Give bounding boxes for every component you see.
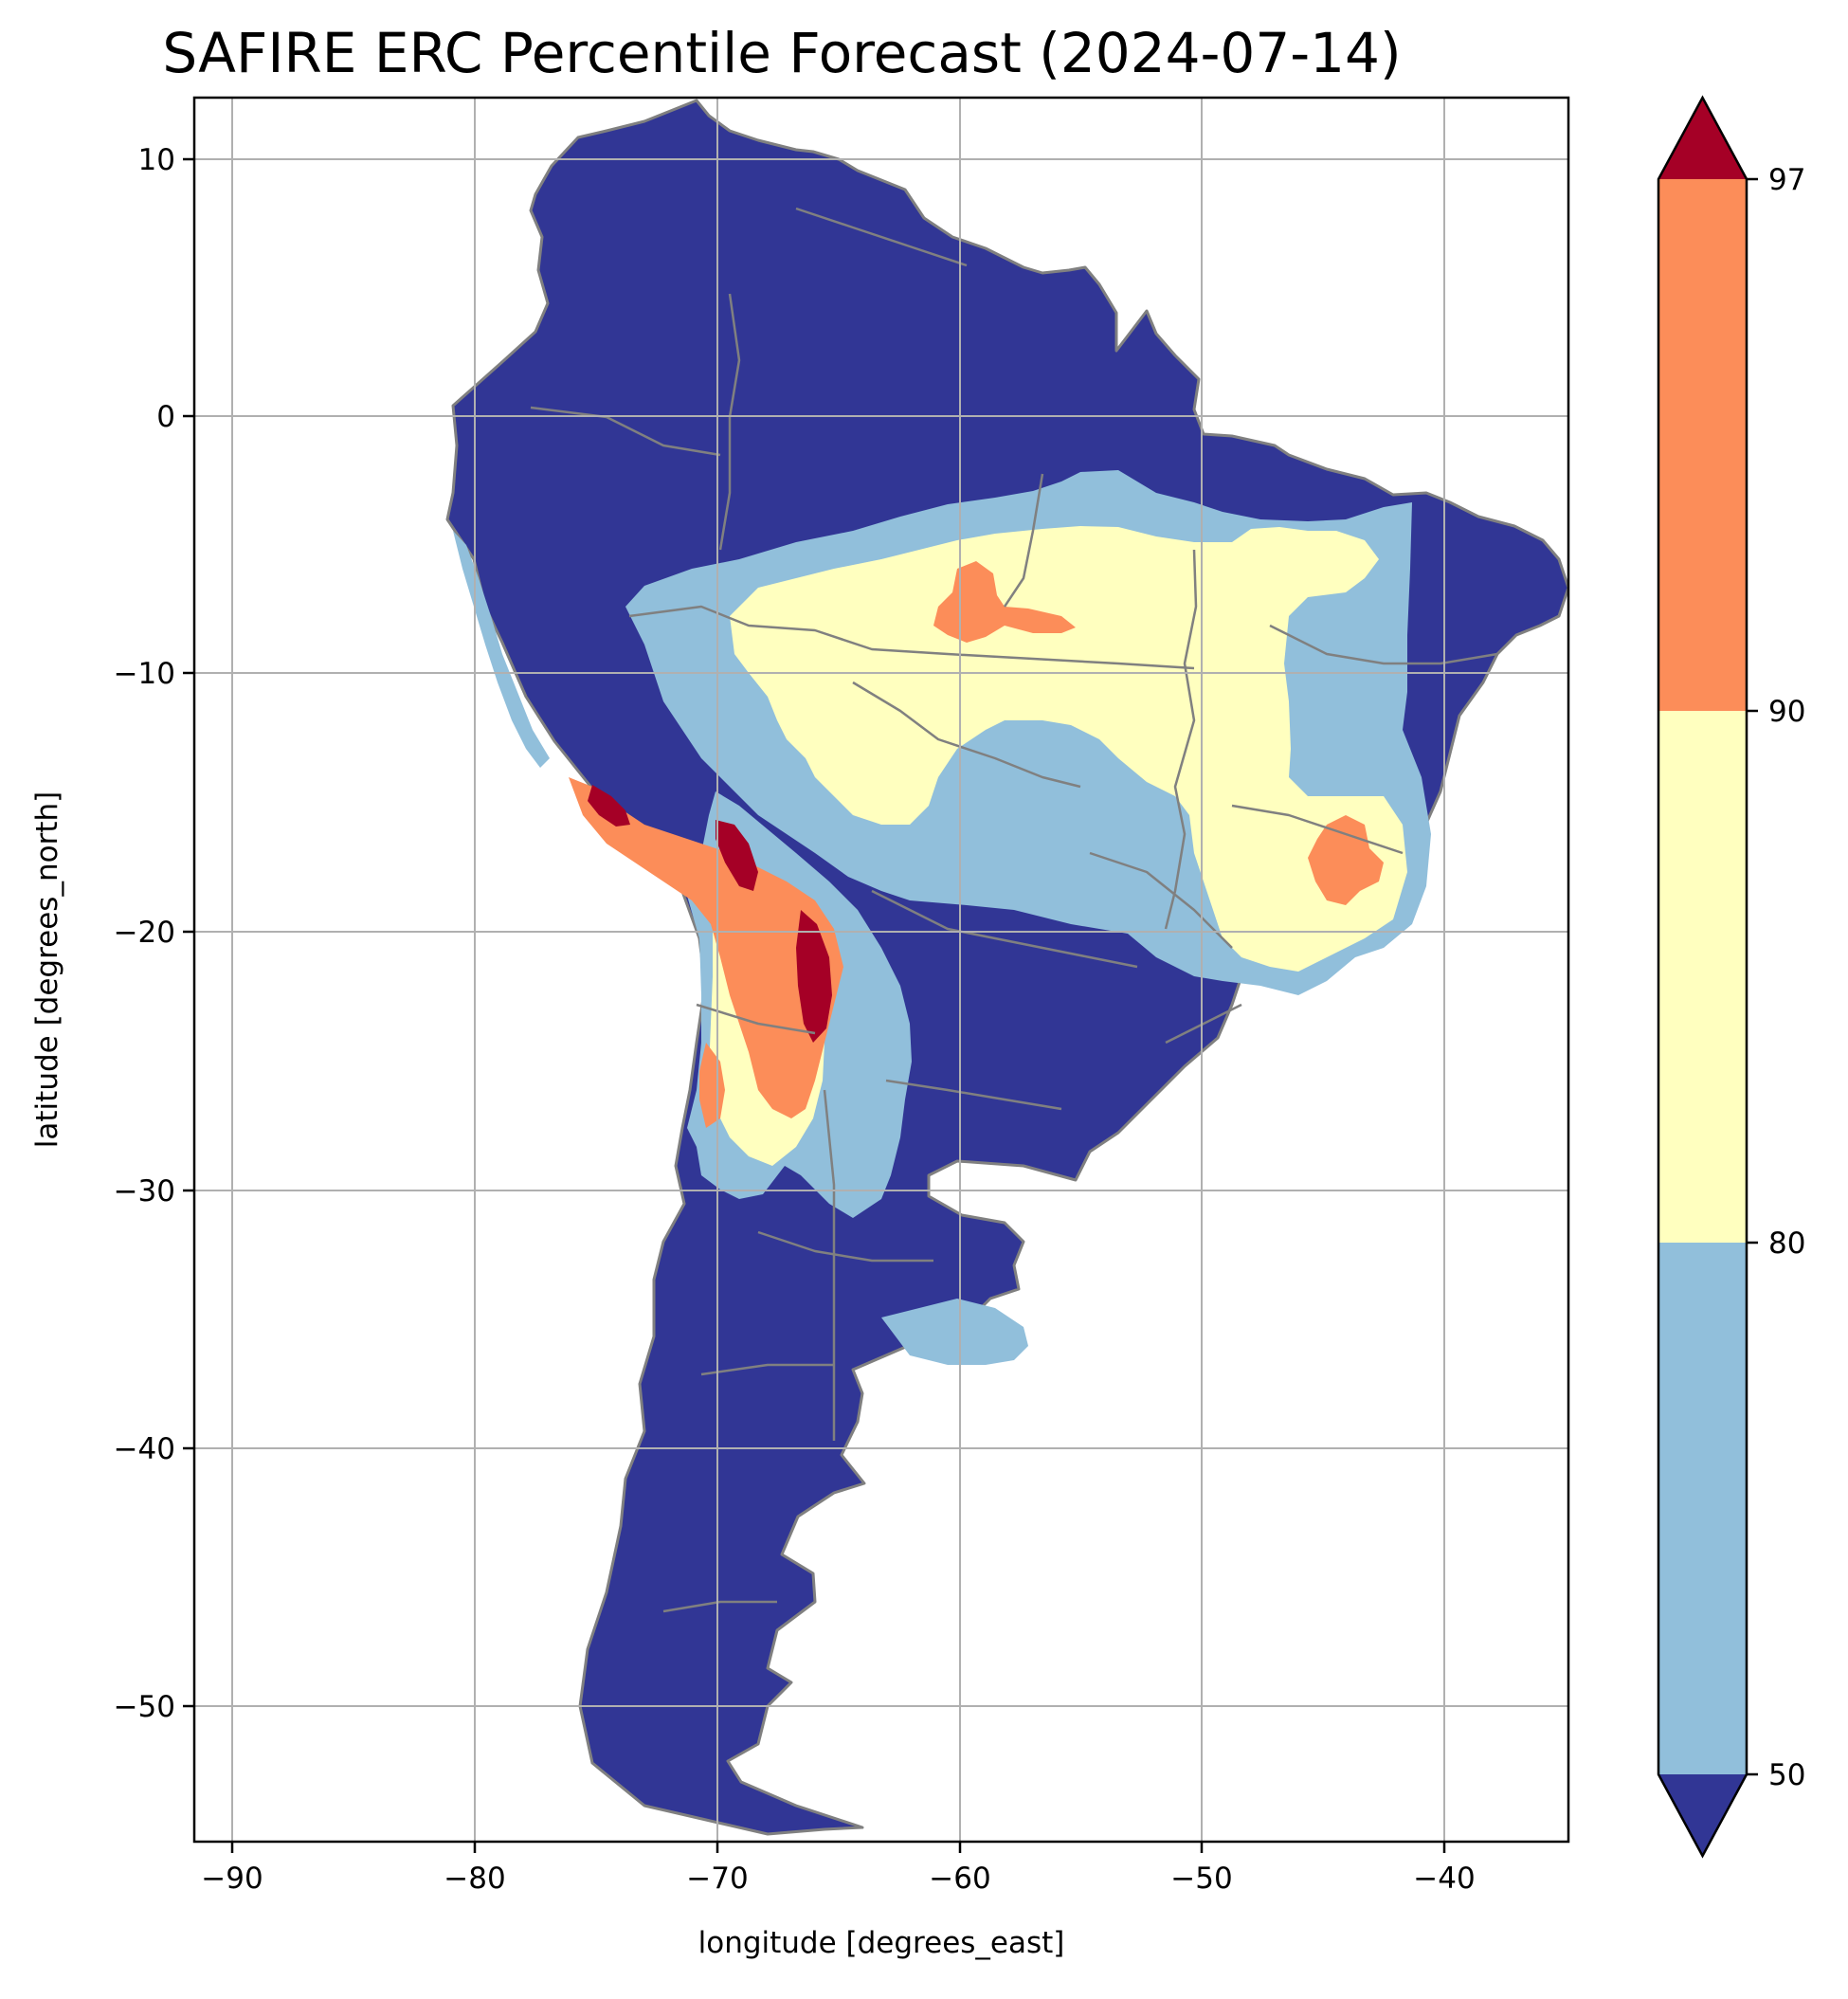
continent-below-50 xyxy=(445,99,1568,1836)
zone-80-90 xyxy=(730,526,1407,972)
colorbar-tick-label: 50 xyxy=(1768,1758,1805,1792)
zone-90-97-andes xyxy=(569,777,843,1118)
x-tick-label: −40 xyxy=(1413,1862,1475,1896)
colorbar-extend-high xyxy=(1658,98,1747,179)
y-tick-label: −10 xyxy=(114,657,175,691)
y-tick-label: −20 xyxy=(114,916,175,950)
colorbar-bin-50-80 xyxy=(1658,1243,1747,1774)
gridlines xyxy=(194,98,1568,1842)
colorbar-extend-low xyxy=(1658,1774,1747,1856)
x-tick-label: −50 xyxy=(1170,1862,1232,1896)
x-tick-labels: −90 −80 −70 −60 −50 −40 xyxy=(201,1862,1475,1896)
zone-above-97-peru xyxy=(588,785,630,827)
zone-above-97-puna xyxy=(796,910,832,1043)
colorbar-bin-90-97 xyxy=(1658,179,1747,711)
y-tick-labels: 10 0 −10 −20 −30 −40 −50 xyxy=(114,143,175,1724)
borders xyxy=(530,207,1498,1613)
x-axis-label: longitude [degrees_east] xyxy=(698,1926,1065,1960)
zone-90-97-chile xyxy=(699,1043,725,1128)
y-ticks xyxy=(183,157,194,1708)
y-tick-label: −40 xyxy=(114,1432,175,1466)
colorbar-tick-label: 90 xyxy=(1768,695,1805,729)
chart-title: SAFIRE ERC Percentile Forecast (2024-07-… xyxy=(162,21,1402,85)
y-axis-label: latitude [degrees_north] xyxy=(30,791,64,1148)
x-tick-label: −70 xyxy=(686,1862,748,1896)
zone-50-80-coast xyxy=(453,531,550,768)
colorbar: 50 80 90 97 xyxy=(1657,95,1805,1859)
y-tick-label: 10 xyxy=(138,143,175,177)
zone-above-97-bolivia xyxy=(716,820,758,891)
zone-90-97-minas xyxy=(1308,815,1384,905)
map-area xyxy=(445,99,1568,1836)
x-tick-label: −90 xyxy=(201,1862,263,1896)
zone-90-97-amazon xyxy=(933,561,1076,643)
colorbar-bin-80-90 xyxy=(1658,711,1747,1243)
colorbar-ticks xyxy=(1747,177,1758,1776)
x-tick-label: −60 xyxy=(929,1862,990,1896)
axes-frame xyxy=(192,96,1570,1844)
y-tick-label: −50 xyxy=(114,1690,175,1724)
colorbar-tick-label: 97 xyxy=(1768,163,1805,197)
zone-50-80-pampas xyxy=(881,1299,1028,1365)
colorbar-tick-label: 80 xyxy=(1768,1227,1805,1261)
y-tick-label: 0 xyxy=(156,400,175,434)
y-tick-label: −30 xyxy=(114,1174,175,1208)
x-ticks xyxy=(230,1842,1446,1853)
x-tick-label: −80 xyxy=(444,1862,505,1896)
